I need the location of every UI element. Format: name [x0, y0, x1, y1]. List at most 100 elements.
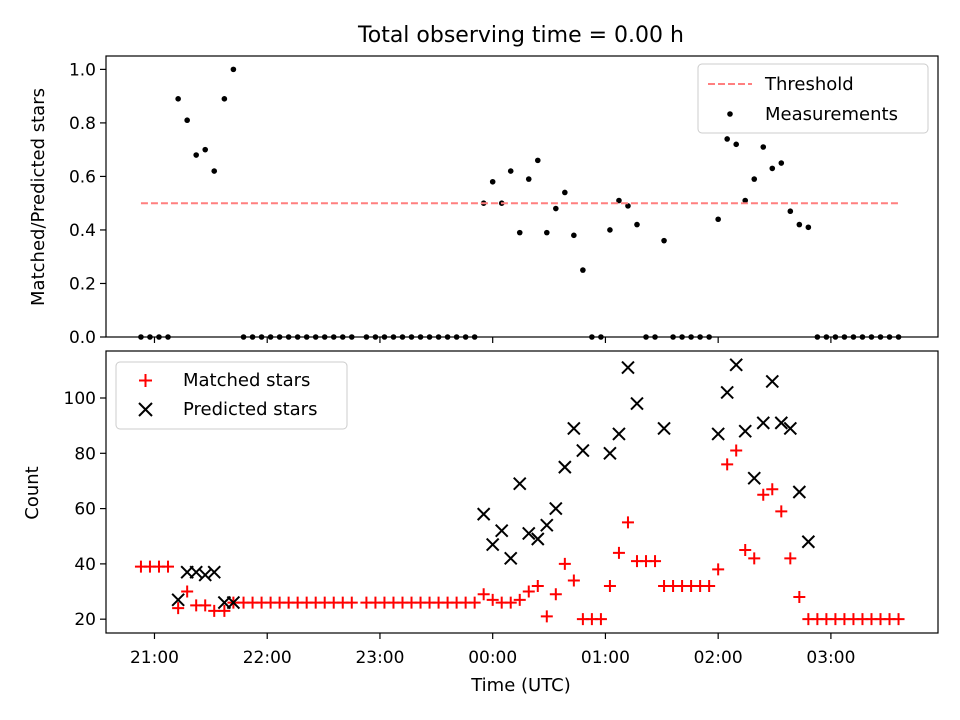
matched-star-marker: [721, 458, 734, 471]
ratio-y-tick-label: 1.0: [69, 60, 96, 80]
matched-star-marker: [603, 580, 616, 592]
matched-star-marker: [468, 596, 481, 609]
ratio-panel: 0.0 0.2 0.4 0.6 0.8 1.0 Matched/Predicted sta…: [28, 55, 939, 348]
measurement-point: [616, 197, 622, 204]
measurement-point: [553, 205, 559, 212]
predicted-star-marker: [621, 360, 635, 375]
x-axis-label: Time (UTC): [470, 675, 571, 696]
measurement-point: [769, 165, 776, 172]
predicted-star-marker: [171, 593, 185, 607]
predicted-star-marker: [756, 416, 770, 430]
time-x-tick-label: 22:00: [243, 648, 292, 668]
ratio-legend: Threshold Measurements: [697, 63, 929, 134]
matched-star-marker: [730, 444, 743, 457]
measurement-point: [184, 117, 190, 124]
measurement-point: [580, 267, 586, 273]
predicted-star-marker: [198, 568, 212, 582]
predicted-star-marker: [801, 535, 816, 549]
ratio-y-tick-label: 0.8: [69, 114, 96, 134]
ratio-y-ticks: 0.0 0.2 0.4 0.6 0.8 1.0: [69, 60, 106, 348]
matched-star-marker: [218, 604, 231, 617]
predicted-star-marker: [522, 526, 536, 541]
measurement-point: [534, 157, 541, 164]
predicted-star-marker: [729, 358, 743, 372]
count-y-tick-label: 100: [64, 389, 96, 409]
measurement-point: [221, 96, 228, 102]
predicted-star-marker: [513, 476, 527, 491]
legend-threshold-label: Threshold: [764, 74, 854, 95]
measurement-point: [211, 168, 218, 174]
measurement-point: [562, 189, 568, 196]
measurement-point: [507, 168, 514, 174]
measurement-point: [230, 66, 237, 73]
measurement-point: [742, 197, 749, 204]
legend-predicted-label: Predicted stars: [183, 399, 317, 420]
measurement-point: [715, 216, 721, 223]
matched-star-marker: [477, 588, 490, 601]
measurement-point: [571, 232, 577, 239]
time-x-tick-label: 03:00: [806, 648, 855, 668]
time-x-ticks: 21:00 22:00 23:00 00:00 01:00 02:00 03:00: [130, 633, 855, 668]
measurement-points: [138, 66, 902, 340]
ratio-y-tick-label: 0.0: [69, 328, 96, 348]
ratio-legend-box: [697, 63, 929, 134]
legend-measurements-swatch: [727, 111, 733, 117]
predicted-star-marker: [207, 565, 221, 579]
matched-star-marker: [504, 596, 517, 609]
predicted-star-marker: [774, 416, 789, 430]
predicted-star-marker: [558, 460, 572, 474]
measurement-point: [760, 144, 767, 150]
matched-star-marker: [766, 483, 779, 496]
count-legend-box: [115, 361, 348, 430]
legend-measurements-label: Measurements: [765, 104, 898, 125]
predicted-star-markers: [171, 358, 816, 610]
ratio-y-tick-label: 0.4: [69, 221, 96, 241]
predicted-star-marker: [603, 446, 617, 461]
measurement-point: [661, 237, 667, 244]
measurement-point: [751, 176, 758, 182]
measurement-point: [544, 229, 550, 236]
measurement-point: [625, 203, 631, 209]
ratio-y-tick-label: 0.6: [69, 167, 96, 187]
matched-star-marker: [181, 585, 194, 598]
predicted-star-marker: [485, 537, 500, 552]
ratio-x-tick-marks: [153, 337, 832, 343]
matched-star-marker: [345, 596, 358, 609]
matched-star-marker: [748, 552, 761, 565]
legend-predicted-swatch: [138, 402, 153, 417]
count-panel-frame: [105, 350, 939, 634]
matched-star-marker: [775, 505, 788, 518]
matched-star-marker: [162, 560, 175, 573]
measurement-point: [724, 136, 730, 142]
measurement-point: [778, 160, 785, 166]
matched-star-marker: [567, 574, 580, 587]
predicted-star-marker: [494, 523, 509, 538]
predicted-star-marker: [630, 396, 644, 411]
matched-star-marker: [199, 599, 212, 612]
matched-star-marker: [793, 591, 806, 604]
measurement-point: [796, 221, 803, 228]
matched-star-marker: [522, 585, 535, 598]
predicted-star-marker: [567, 421, 581, 436]
time-x-tick-label: 01:00: [581, 648, 630, 668]
matched-star-marker: [486, 593, 499, 606]
measurement-point: [805, 224, 812, 231]
ratio-y-tick-label: 0.2: [69, 274, 96, 294]
count-y-tick-label: 60: [74, 500, 96, 520]
matched-star-marker: [549, 588, 562, 601]
matched-star-marker: [621, 516, 634, 529]
matched-star-marker: [612, 546, 625, 559]
count-y-tick-label: 20: [74, 610, 96, 630]
count-legend: Matched stars Predicted stars: [115, 361, 348, 430]
matched-star-marker: [649, 555, 662, 568]
measurement-point: [525, 176, 532, 182]
matched-star-marker: [703, 580, 716, 592]
legend-matched-label: Matched stars: [183, 370, 310, 391]
matched-star-marker: [531, 580, 544, 592]
count-panel: 20 40 60 80 100 21:00 22:00 23:00 00:00 01:00 02:…: [22, 350, 939, 696]
count-y-ticks: 20 40 60 80 100: [64, 389, 106, 630]
time-x-tick-label: 00:00: [468, 648, 517, 668]
matched-star-marker: [739, 544, 752, 557]
predicted-star-marker: [476, 507, 491, 521]
